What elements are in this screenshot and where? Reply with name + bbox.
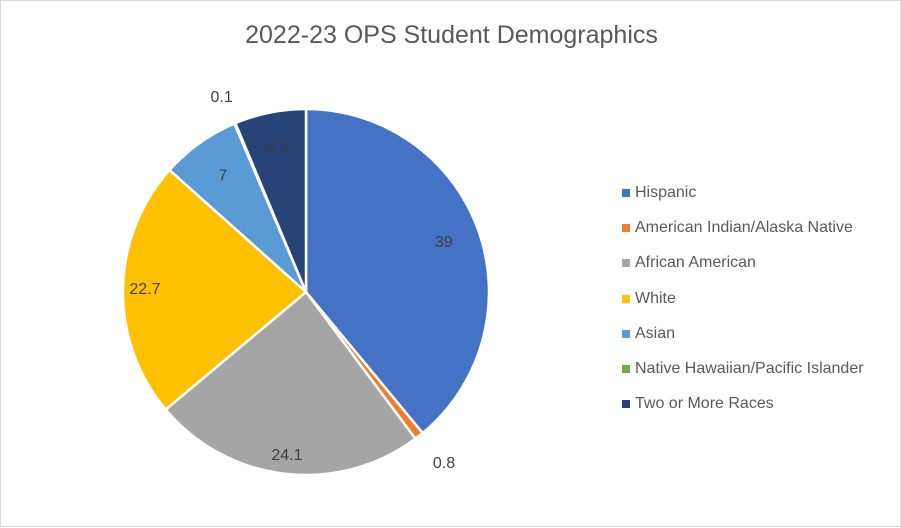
legend-item-asian: Asian <box>622 316 864 351</box>
pie-slice-white <box>121 168 308 411</box>
legend-label: White <box>635 289 676 307</box>
data-label-american-indian-alaska-native: 0.8 <box>433 455 455 472</box>
legend-label: Hispanic <box>635 183 697 201</box>
legend-swatch <box>622 365 630 374</box>
chart-legend: Hispanic American Indian/Alaska Native Afr… <box>622 175 864 422</box>
legend-swatch <box>622 223 630 232</box>
legend-label: Native Hawaiian/Pacific Islander <box>635 360 864 378</box>
legend-swatch <box>622 329 630 338</box>
legend-item-native-hawaiian-pacific-islander: Native Hawaiian/Pacific Islander <box>622 351 864 386</box>
legend-label: Two or More Races <box>635 395 774 413</box>
legend-swatch <box>622 259 630 268</box>
legend-item-hispanic: Hispanic <box>622 175 864 210</box>
pie-slice-hispanic <box>304 107 491 435</box>
legend-item-african-american: African American <box>622 246 864 281</box>
legend-label: American Indian/Alaska Native <box>635 218 853 236</box>
legend-item-two-or-more-races: Two or More Races <box>622 387 864 422</box>
legend-swatch <box>622 294 630 303</box>
legend-swatch <box>622 188 630 197</box>
pie-slice-african-american <box>164 290 417 477</box>
data-label-native-hawaiian-pacific-islander: 0.1 <box>211 89 233 106</box>
legend-item-white: White <box>622 281 864 316</box>
legend-label: African American <box>635 254 756 272</box>
data-label-african-american: 24.1 <box>271 447 302 464</box>
data-label-two-or-more-races: 6.3 <box>266 140 288 157</box>
data-label-asian: 7 <box>218 167 227 184</box>
pie-slice-two-or-more-races <box>234 107 308 294</box>
legend-item-american-indian-alaska-native: American Indian/Alaska Native <box>622 210 864 245</box>
data-label-white: 22.7 <box>129 281 160 298</box>
data-label-hispanic: 39 <box>435 234 453 251</box>
chart-title: 2022-23 OPS Student Demographics <box>245 21 658 49</box>
legend-swatch <box>622 400 630 409</box>
legend-label: Asian <box>635 324 676 342</box>
